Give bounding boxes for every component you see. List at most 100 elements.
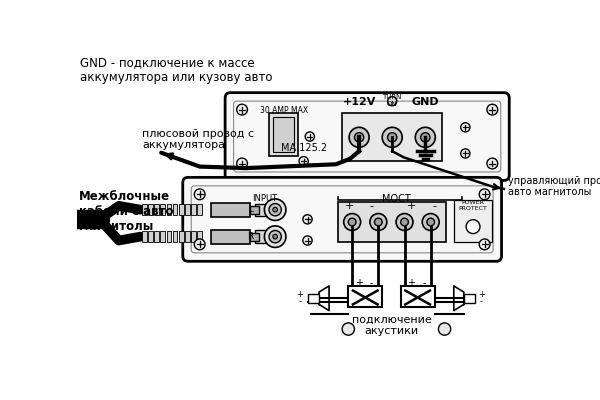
Text: TURN
ON: TURN ON	[383, 94, 402, 107]
Circle shape	[299, 156, 308, 166]
Circle shape	[236, 104, 247, 115]
Circle shape	[479, 189, 490, 200]
Circle shape	[349, 127, 369, 147]
Bar	[269, 114, 298, 156]
Circle shape	[461, 123, 470, 132]
Bar	[349, 286, 382, 308]
Bar	[160, 231, 165, 242]
Circle shape	[396, 214, 413, 230]
Bar	[250, 233, 259, 240]
FancyBboxPatch shape	[183, 177, 502, 261]
Text: МОСТ: МОСТ	[382, 194, 410, 204]
FancyBboxPatch shape	[191, 186, 493, 253]
Text: 30 AMP MAX: 30 AMP MAX	[260, 106, 308, 115]
Text: GND - подключение к массе
аккумулятора или кузову авто: GND - подключение к массе аккумулятора и…	[80, 56, 273, 84]
Bar	[250, 206, 259, 214]
Circle shape	[194, 189, 205, 200]
FancyBboxPatch shape	[225, 93, 509, 180]
Text: -: -	[433, 201, 437, 211]
Text: GND: GND	[412, 97, 439, 107]
Bar	[167, 231, 171, 242]
Text: -: -	[370, 278, 373, 288]
Circle shape	[342, 323, 355, 335]
Text: -: -	[298, 298, 301, 306]
Bar	[211, 203, 250, 217]
Text: L: L	[248, 205, 253, 214]
Circle shape	[466, 220, 480, 234]
Circle shape	[374, 218, 382, 226]
Bar	[255, 204, 269, 216]
Bar	[338, 202, 446, 242]
FancyBboxPatch shape	[233, 101, 501, 172]
Bar	[255, 230, 269, 243]
Bar	[464, 294, 475, 303]
Circle shape	[415, 127, 436, 147]
Circle shape	[344, 214, 361, 230]
Text: подключение
акустики: подключение акустики	[352, 314, 431, 336]
Circle shape	[479, 239, 490, 250]
Bar	[167, 204, 171, 215]
Text: плюсовой провод с
аккумулятора: плюсовой провод с аккумулятора	[142, 129, 254, 150]
Bar	[185, 204, 190, 215]
Circle shape	[461, 149, 470, 158]
Bar	[191, 204, 196, 215]
Bar	[197, 231, 202, 242]
Circle shape	[349, 218, 356, 226]
Text: R: R	[247, 232, 254, 241]
Text: -: -	[370, 201, 373, 211]
Bar	[185, 231, 190, 242]
Circle shape	[487, 104, 497, 115]
Circle shape	[422, 214, 439, 230]
Circle shape	[303, 236, 312, 245]
Circle shape	[269, 230, 281, 243]
Bar	[273, 117, 295, 152]
Text: +: +	[407, 278, 415, 288]
Circle shape	[273, 207, 277, 212]
Bar	[191, 231, 196, 242]
Text: +: +	[407, 201, 416, 211]
Bar	[148, 231, 153, 242]
Circle shape	[355, 133, 364, 142]
Circle shape	[236, 158, 247, 169]
Text: +: +	[345, 201, 355, 211]
Text: INPUT: INPUT	[253, 194, 278, 202]
Circle shape	[303, 215, 312, 224]
Text: МА 125.2: МА 125.2	[281, 143, 327, 153]
Text: -: -	[480, 298, 483, 306]
Circle shape	[421, 133, 430, 142]
Circle shape	[273, 234, 277, 239]
Bar	[173, 204, 178, 215]
Bar	[197, 204, 202, 215]
Circle shape	[427, 218, 434, 226]
Bar	[154, 204, 159, 215]
Circle shape	[265, 226, 286, 248]
Circle shape	[305, 132, 314, 141]
Bar	[148, 204, 153, 215]
Text: +: +	[296, 290, 303, 299]
Bar	[173, 231, 178, 242]
Bar	[454, 200, 493, 242]
Circle shape	[439, 323, 451, 335]
Bar	[211, 230, 250, 244]
Circle shape	[194, 239, 205, 250]
Circle shape	[388, 96, 397, 106]
Text: +: +	[478, 290, 485, 299]
Circle shape	[265, 199, 286, 220]
Bar	[142, 204, 146, 215]
Bar	[308, 294, 319, 303]
Text: -: -	[422, 278, 425, 288]
Circle shape	[401, 218, 409, 226]
Text: +: +	[355, 278, 363, 288]
Bar	[342, 114, 442, 161]
Bar	[160, 204, 165, 215]
Circle shape	[382, 127, 402, 147]
Text: +12V: +12V	[343, 97, 376, 107]
Text: POWER
PROTECT: POWER PROTECT	[458, 200, 487, 211]
Circle shape	[487, 158, 497, 169]
Text: Межблочные
кабели с авто
магнитолы: Межблочные кабели с авто магнитолы	[79, 190, 173, 234]
Bar	[179, 204, 184, 215]
Circle shape	[388, 133, 397, 142]
Circle shape	[370, 214, 387, 230]
Bar	[142, 231, 146, 242]
Text: управляющий провод с
авто магнитолы: управляющий провод с авто магнитолы	[508, 176, 600, 198]
